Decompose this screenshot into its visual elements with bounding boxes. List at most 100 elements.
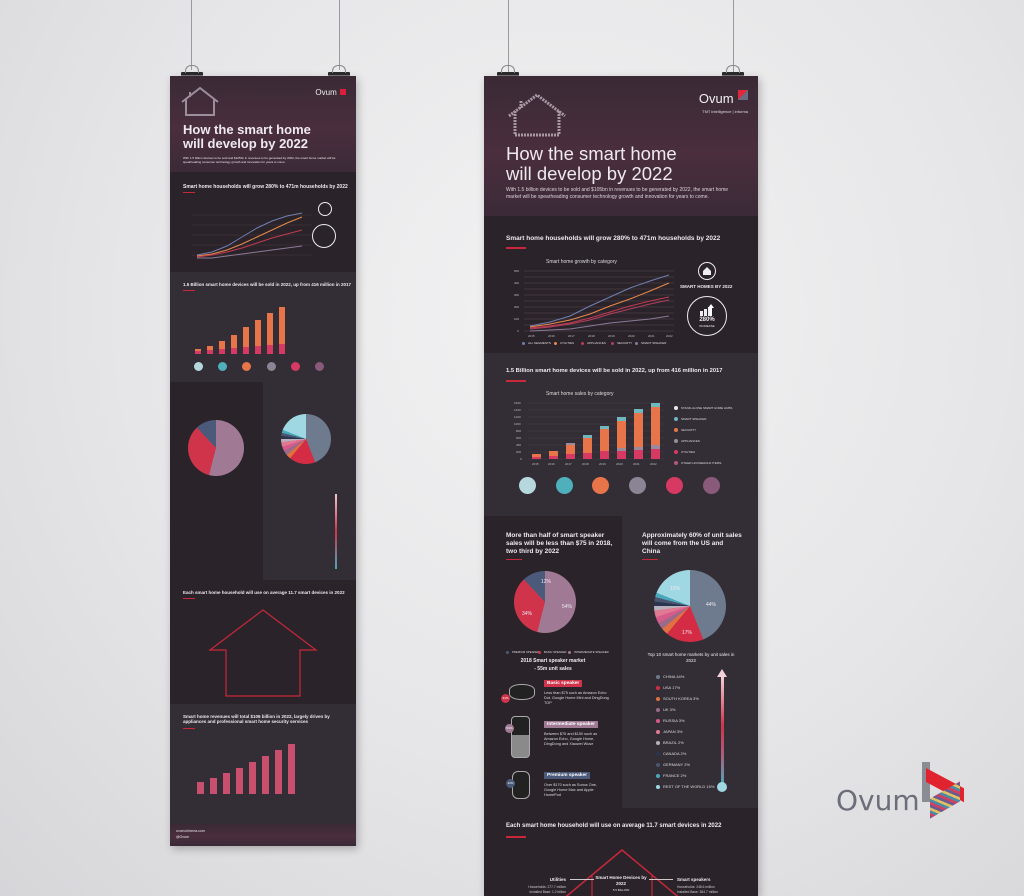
list-item: BRAZIL 2%	[656, 740, 684, 745]
legend-item: SMART SPEAKER	[674, 417, 706, 421]
market-title: 2018 Smart speaker market	[520, 658, 586, 664]
center-value: 5.5 BILLION	[612, 888, 630, 892]
utilities-icon	[291, 362, 300, 371]
appliance-icon	[267, 362, 276, 371]
list-item: USA 17%	[656, 685, 680, 690]
svg-text:2016: 2016	[548, 334, 555, 338]
svg-text:2017: 2017	[565, 462, 572, 466]
section-speakers-markets	[170, 382, 356, 580]
list-item: CANADA 2%	[656, 751, 686, 756]
section-devices-per-home: Each smart home household will use on av…	[484, 808, 758, 896]
pie-label: 17%	[682, 630, 693, 636]
svg-text:2020: 2020	[628, 334, 635, 338]
page-title: How the smart home will develop by 2022	[183, 122, 311, 151]
smart-homes-label: SMART HOMES BY 2022	[680, 284, 733, 289]
ovum-logo: Ovum TMT intelligence | informa	[698, 90, 748, 114]
ovum-logo: Ovum	[315, 88, 346, 97]
legend-item: PREMIUM SPEAKER	[506, 650, 539, 654]
svg-text:2017: 2017	[568, 334, 575, 338]
increase-badge: 280% INCREASE	[687, 296, 727, 336]
accent-line	[183, 728, 195, 729]
intermediate-pct-badge: 54%	[505, 724, 514, 733]
utilities-icon	[666, 477, 683, 494]
speakers-base: Installed Base: 384.7 million	[677, 890, 719, 894]
connector-line	[570, 879, 594, 880]
section-heading: 1.5 Billion smart home devices will be s…	[506, 368, 723, 374]
svg-text:2016: 2016	[548, 462, 555, 466]
header: Ovum How the smart home will develop by …	[170, 76, 356, 172]
svg-text:0: 0	[517, 329, 519, 333]
intermediate-speaker-desc: Between $75 and $150 such as Amazon Echo…	[544, 732, 598, 746]
list-title: Top 10 smart home markets by unit sales …	[647, 652, 735, 663]
legend-item: UTILITIES	[554, 341, 574, 345]
svg-text:600: 600	[516, 436, 521, 440]
footer: ovum.informa.com @Ovum	[170, 824, 356, 846]
basic-speaker-desc: Less than $75 such as Amazon Echo Dot, G…	[544, 691, 609, 705]
footer-twitter[interactable]: @Ovum	[176, 835, 189, 839]
markets-pie	[654, 570, 726, 642]
hub-icon	[519, 477, 536, 494]
section-heading: Smart home households will grow 280% to …	[506, 235, 721, 242]
section-heading: Each smart home household will use on av…	[506, 823, 722, 829]
legend-item: INTERMEDIATE SPEAKER	[568, 650, 609, 654]
markets-panel: Approximately 60% of unit sales will com…	[622, 516, 758, 808]
legend-item: BASIC SPEAKER	[538, 650, 566, 654]
ovum-wordmark: Ovum	[836, 784, 920, 817]
footer-url[interactable]: ovum.informa.com	[176, 829, 205, 833]
poster-small: Ovum How the smart home will develop by …	[170, 76, 356, 846]
intro-text: With 1.5 billion devices to be sold and …	[506, 187, 729, 200]
section-household-growth: Smart home households will grow 280% to …	[484, 216, 758, 353]
basic-speaker-image	[509, 684, 535, 700]
section-device-sales: 1.5 Billion smart home devices will be s…	[484, 353, 758, 516]
smart-home-icon	[698, 262, 716, 280]
svg-text:2022: 2022	[666, 334, 673, 338]
house-diagram-small	[208, 609, 318, 697]
accent-line	[506, 836, 526, 838]
hanging-wire	[191, 0, 192, 70]
section-household-growth: Smart home households will grow 280% to …	[170, 172, 356, 272]
utilities-title: Utilities	[549, 877, 566, 882]
svg-text:1000: 1000	[514, 422, 521, 426]
security-lock-icon	[242, 362, 251, 371]
list-item: CHINA 44%	[656, 674, 684, 679]
legend-item: SECURITY	[611, 341, 632, 345]
section-revenues: Smart home revenues will total $106 bill…	[170, 704, 356, 824]
accent-line	[506, 247, 526, 249]
household-items-icon	[315, 362, 324, 371]
svg-text:2022: 2022	[650, 462, 657, 466]
smart-home-icon	[318, 202, 332, 216]
svg-text:2015: 2015	[528, 334, 535, 338]
appliance-icon	[629, 477, 646, 494]
legend-item: UTILITIES	[674, 450, 695, 454]
market-subtitle: - 55m unit sales	[534, 666, 572, 672]
svg-text:1600: 1600	[514, 401, 521, 405]
premium-speaker-desc: Over $170 such as Sonos One, Google Home…	[544, 783, 597, 797]
accent-line	[506, 559, 522, 560]
legend-item: SECURITY	[674, 428, 696, 432]
stacked-bar-chart-device-sales: 1600 1400 1200 1000 800 600 400 200 0 2015 2016 20…	[514, 401, 664, 466]
pie-label: 12%	[541, 579, 552, 585]
line-chart-small	[192, 212, 312, 259]
pie-label: 54%	[562, 604, 573, 610]
household-items-icon	[703, 477, 720, 494]
speaker-icon	[556, 477, 573, 494]
section-heading: More than half of smart speaker sales wi…	[506, 532, 613, 555]
svg-text:300: 300	[514, 293, 519, 297]
house-outline-icon	[508, 93, 566, 137]
svg-text:200: 200	[514, 305, 519, 309]
list-item: UK 3%	[656, 707, 675, 712]
list-item: REST OF THE WORLD 15%	[656, 784, 714, 789]
svg-text:1200: 1200	[514, 415, 521, 419]
section-device-sales: 1.5 Billion smart home devices will be s…	[170, 272, 356, 382]
hub-icon	[194, 362, 203, 371]
svg-text:2019: 2019	[608, 334, 615, 338]
pie-label: 44%	[706, 602, 717, 608]
legend-item: STAND-ALONE SMART HOME HUBS	[674, 406, 732, 410]
svg-text:0: 0	[520, 457, 522, 461]
basic-speaker-label: Basic speaker	[544, 680, 583, 687]
section-heading: Smart home households will grow 280% to …	[183, 184, 348, 190]
markets-pie-small	[281, 414, 331, 464]
svg-text:400: 400	[516, 443, 521, 447]
speakers-title: Smart speakers	[677, 877, 711, 882]
wall-ovum-logo: Ovum	[836, 760, 976, 830]
